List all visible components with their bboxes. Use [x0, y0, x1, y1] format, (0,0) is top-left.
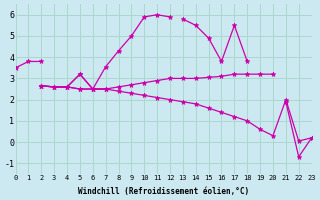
X-axis label: Windchill (Refroidissement éolien,°C): Windchill (Refroidissement éolien,°C)	[78, 187, 249, 196]
